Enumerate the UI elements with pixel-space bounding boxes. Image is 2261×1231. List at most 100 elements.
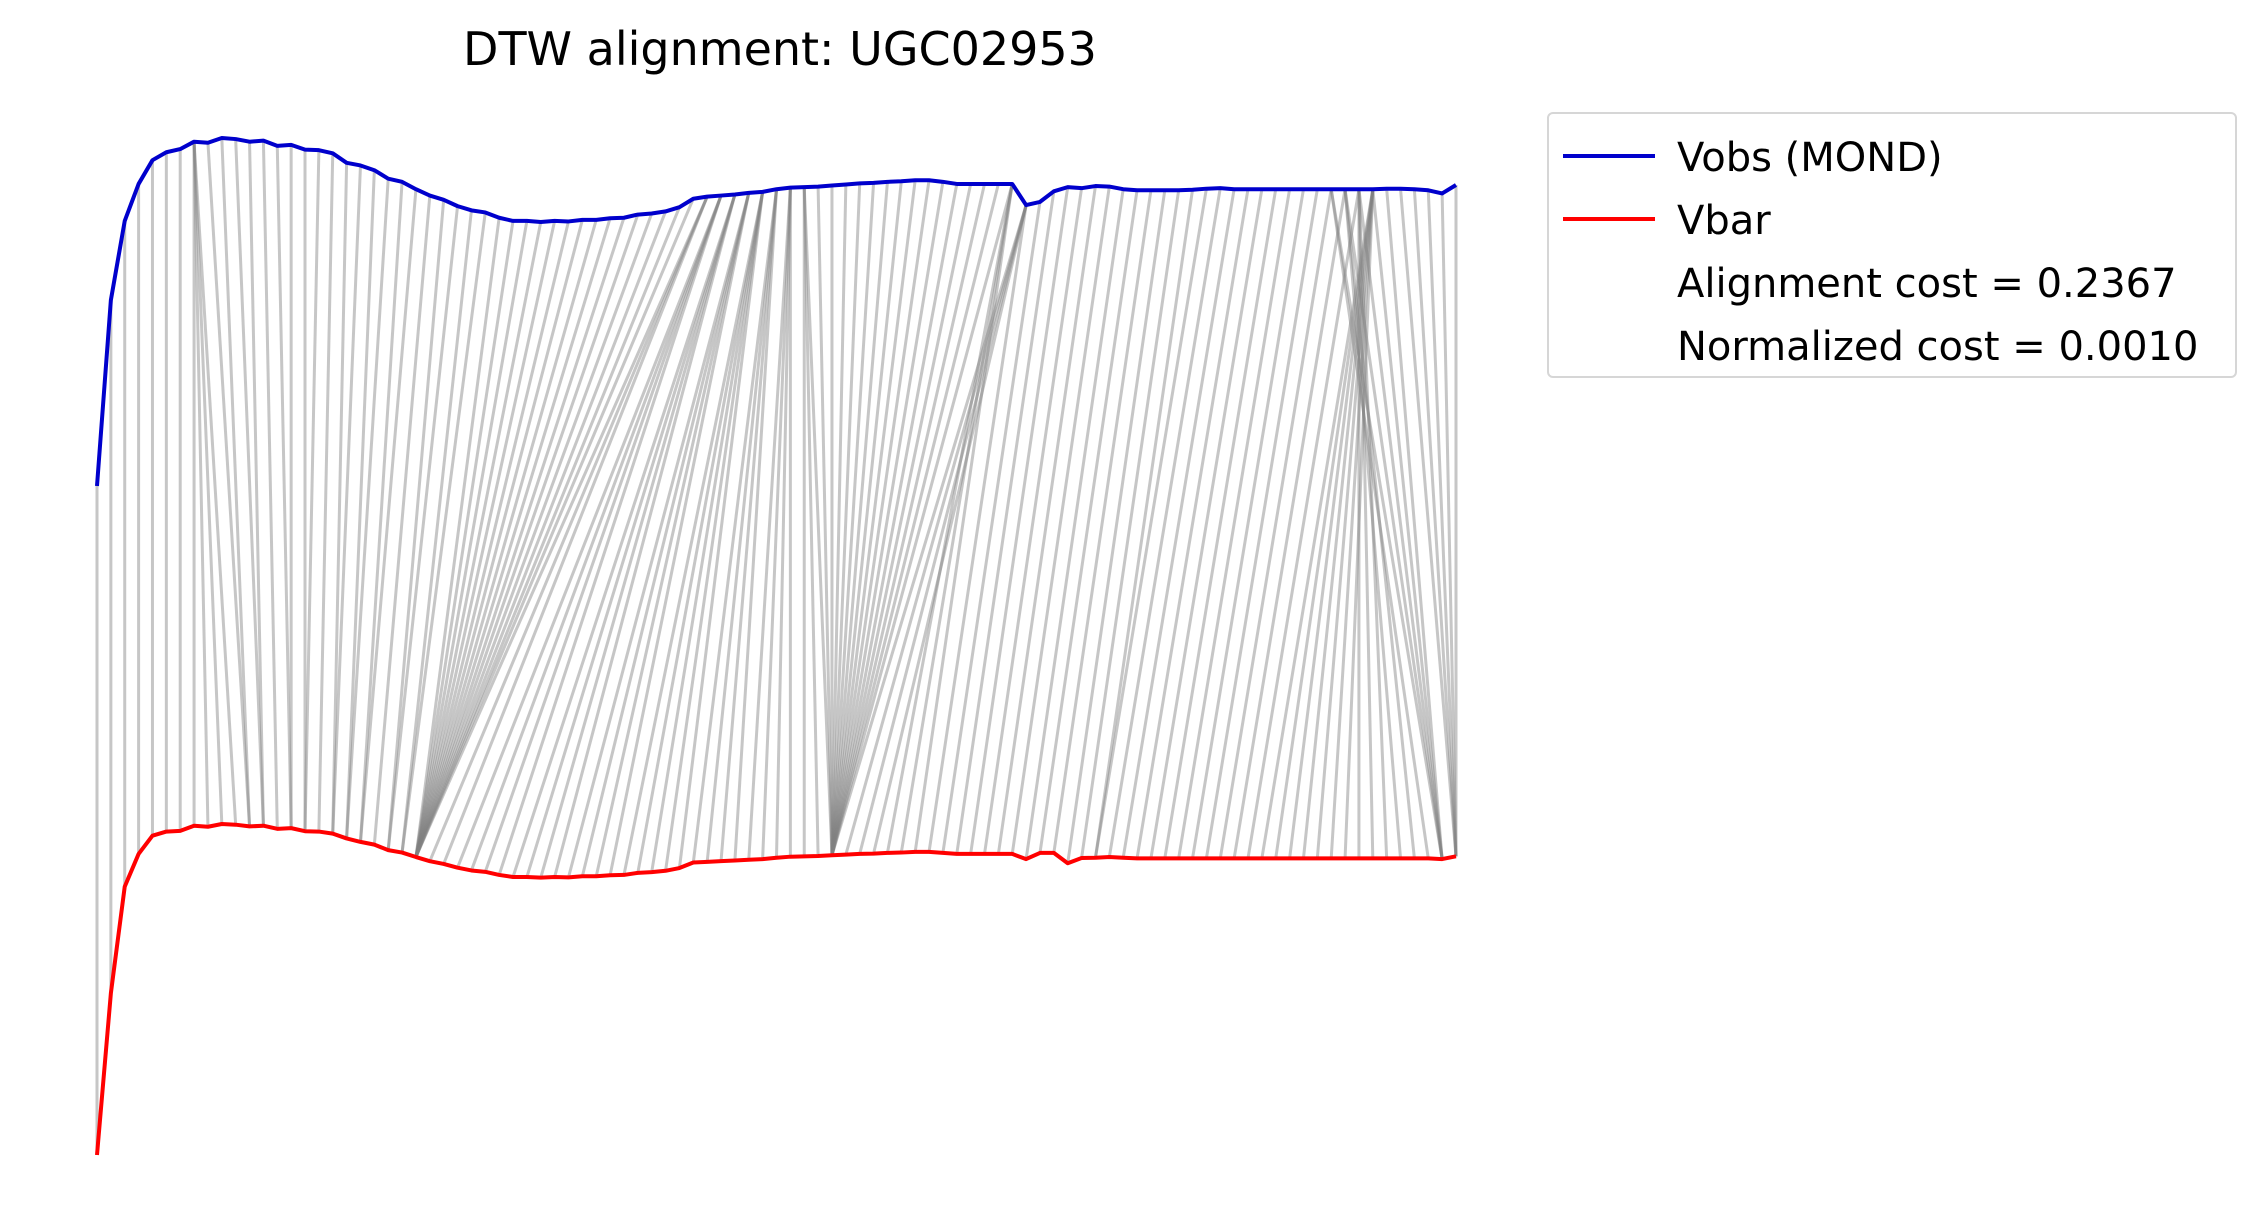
alignment-line xyxy=(858,204,1028,855)
series-line-vbar xyxy=(95,822,1457,1156)
alignment-line xyxy=(872,204,1028,854)
alignment-line xyxy=(539,194,737,879)
alignment-line xyxy=(830,183,959,856)
alignment-line xyxy=(830,184,848,856)
alignment-line xyxy=(802,187,834,856)
alignment-line xyxy=(913,183,1014,853)
alignment-line xyxy=(705,189,778,863)
alignment-line xyxy=(414,214,640,858)
alignment-line xyxy=(331,162,349,834)
alignment-line xyxy=(1440,193,1458,857)
alignment-line xyxy=(1107,187,1222,858)
legend-item-alignment-cost: Alignment cost = 0.2367 xyxy=(1549,258,2235,308)
alignment-line xyxy=(844,204,1028,856)
alignment-line xyxy=(1135,188,1250,859)
alignment-line xyxy=(1343,189,1416,859)
alignment-line xyxy=(775,187,792,858)
alignment-line xyxy=(969,186,1070,855)
alignment-line xyxy=(1163,188,1278,859)
alignment-line xyxy=(691,189,778,863)
alignment-line xyxy=(331,165,362,834)
alignment-line xyxy=(414,217,612,858)
alignment-line xyxy=(414,196,709,858)
alignment-line xyxy=(830,183,986,856)
alignment-line xyxy=(1024,189,1125,860)
alignment-line xyxy=(830,183,1000,856)
alignment-line xyxy=(664,191,765,872)
alignment-line xyxy=(677,191,765,869)
alignment-line xyxy=(1121,188,1236,858)
alignment-line xyxy=(414,220,529,858)
alignment-line xyxy=(1357,189,1389,859)
alignment-line xyxy=(192,141,224,825)
legend: Vobs (MOND) Vbar Alignment cost = 0.2367… xyxy=(1547,112,2237,378)
alignment-line xyxy=(414,219,584,858)
alignment-line xyxy=(1204,188,1319,859)
alignment-line xyxy=(941,201,1042,854)
series-curves xyxy=(95,136,1458,1156)
alignment-line xyxy=(1357,189,1375,859)
alignment-line xyxy=(830,183,862,856)
alignment-line xyxy=(830,180,917,856)
alignment-line xyxy=(1288,189,1375,859)
alignment-line xyxy=(345,178,390,839)
alignment-line xyxy=(1218,188,1333,859)
alignment-line xyxy=(1052,190,1153,854)
alignment-line xyxy=(1232,188,1347,859)
alignment-line xyxy=(719,189,778,862)
alignment-line xyxy=(483,195,723,873)
alignment-line xyxy=(816,186,834,856)
alignment-line xyxy=(1426,190,1458,857)
alignment-line xyxy=(761,187,792,860)
alignment-line xyxy=(1329,189,1375,859)
legend-swatch-vobs xyxy=(1563,154,1655,158)
alignment-line xyxy=(885,183,1014,854)
alignment-line xyxy=(1315,189,1375,859)
alignment-line xyxy=(747,187,792,860)
alignment-line xyxy=(802,187,820,857)
alignment-line xyxy=(1080,190,1181,859)
alignment-line xyxy=(1343,189,1444,860)
alignment-lines xyxy=(95,137,1458,1155)
legend-swatch-vbar xyxy=(1563,217,1655,221)
alignment-line xyxy=(358,181,404,842)
alignment-line xyxy=(927,204,1028,853)
alignment-line xyxy=(414,221,543,858)
alignment-line xyxy=(1149,188,1264,859)
alignment-line xyxy=(622,191,765,876)
alignment-line xyxy=(830,204,1028,856)
alignment-line xyxy=(1066,190,1167,864)
legend-label-vobs: Vobs (MOND) xyxy=(1677,135,1943,181)
alignment-line xyxy=(1399,188,1458,857)
alignment-line xyxy=(248,141,265,826)
alignment-line xyxy=(414,212,654,858)
alignment-line xyxy=(594,192,751,877)
alignment-line xyxy=(414,210,667,858)
alignment-line xyxy=(470,195,723,871)
alignment-line xyxy=(608,192,751,876)
alignment-line xyxy=(567,192,751,878)
alignment-line xyxy=(261,140,279,829)
alignment-line xyxy=(206,142,252,827)
alignment-line xyxy=(1329,188,1444,860)
alignment-line xyxy=(414,206,681,858)
alignment-line xyxy=(1343,189,1403,859)
legend-item-vbar: Vbar xyxy=(1549,195,2235,245)
alignment-line xyxy=(1246,188,1361,859)
alignment-line xyxy=(414,220,515,858)
alignment-line xyxy=(442,196,709,865)
legend-label-vbar: Vbar xyxy=(1677,198,1771,244)
alignment-line xyxy=(650,191,765,873)
alignment-line xyxy=(372,195,432,845)
alignment-line xyxy=(386,205,460,851)
alignment-line xyxy=(580,192,751,877)
alignment-line xyxy=(899,183,1014,853)
alignment-line xyxy=(1260,188,1375,859)
alignment-line xyxy=(414,219,598,858)
alignment-line xyxy=(1177,188,1292,859)
alignment-line xyxy=(1329,189,1430,859)
alignment-line xyxy=(317,153,335,832)
legend-item-normalized-cost: Normalized cost = 0.0010 xyxy=(1549,321,2235,371)
legend-label-normalized-cost: Normalized cost = 0.0010 xyxy=(1677,324,2199,370)
